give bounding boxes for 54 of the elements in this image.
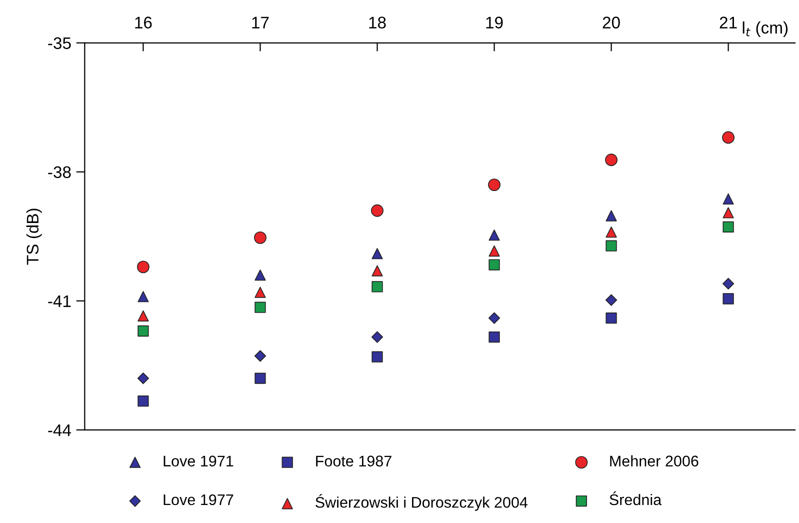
point <box>138 310 149 322</box>
point <box>488 312 500 324</box>
point <box>722 131 735 144</box>
point <box>722 207 734 218</box>
y-tick-label: -38 <box>48 166 71 178</box>
point <box>722 278 734 290</box>
point <box>372 265 383 276</box>
legend-label: Love 1971 <box>164 456 234 466</box>
point <box>137 372 150 384</box>
point <box>606 226 617 238</box>
point <box>606 240 617 252</box>
x-tick-label: 19 <box>486 16 503 28</box>
point <box>254 372 266 384</box>
point <box>254 302 266 313</box>
point <box>254 286 266 298</box>
point <box>488 178 500 192</box>
point <box>488 230 500 241</box>
point <box>254 231 266 244</box>
y-axis-title: TS (dB) <box>26 208 42 265</box>
point <box>722 293 734 304</box>
x-tick-label: 20 <box>602 16 620 28</box>
point <box>371 331 384 343</box>
point <box>254 270 266 281</box>
legend-label: Świerzowski i Doroszczyk 2004 <box>316 494 528 511</box>
legend-label: Mehner 2006 <box>610 455 698 466</box>
x-tick-label: 17 <box>252 16 269 28</box>
point <box>605 154 618 166</box>
point <box>488 331 500 343</box>
point <box>722 193 734 205</box>
x-axis-title: l$_{t}$ (cm) <box>742 21 788 37</box>
legend-label: Średnia <box>610 491 662 506</box>
point <box>254 350 266 362</box>
x-tick-label: 16 <box>135 16 152 28</box>
legend-label: Love 1977 <box>164 494 234 506</box>
point <box>371 204 384 217</box>
point <box>605 294 618 306</box>
point <box>372 351 383 362</box>
point <box>488 245 500 257</box>
point <box>372 281 383 292</box>
point <box>606 210 617 222</box>
y-tick-label: -35 <box>48 37 71 50</box>
x-tick-label: 21 <box>720 16 737 28</box>
legend-label: Foote 1987 <box>316 456 392 466</box>
point <box>722 221 734 233</box>
point <box>138 325 149 337</box>
point <box>488 259 500 270</box>
point <box>372 248 383 260</box>
x-tick-label: 18 <box>369 16 386 28</box>
y-tick-label: -41 <box>48 295 71 307</box>
point <box>136 260 150 274</box>
point <box>138 291 149 302</box>
point <box>138 396 149 407</box>
point <box>606 312 617 324</box>
y-tick-label: -44 <box>48 424 72 436</box>
